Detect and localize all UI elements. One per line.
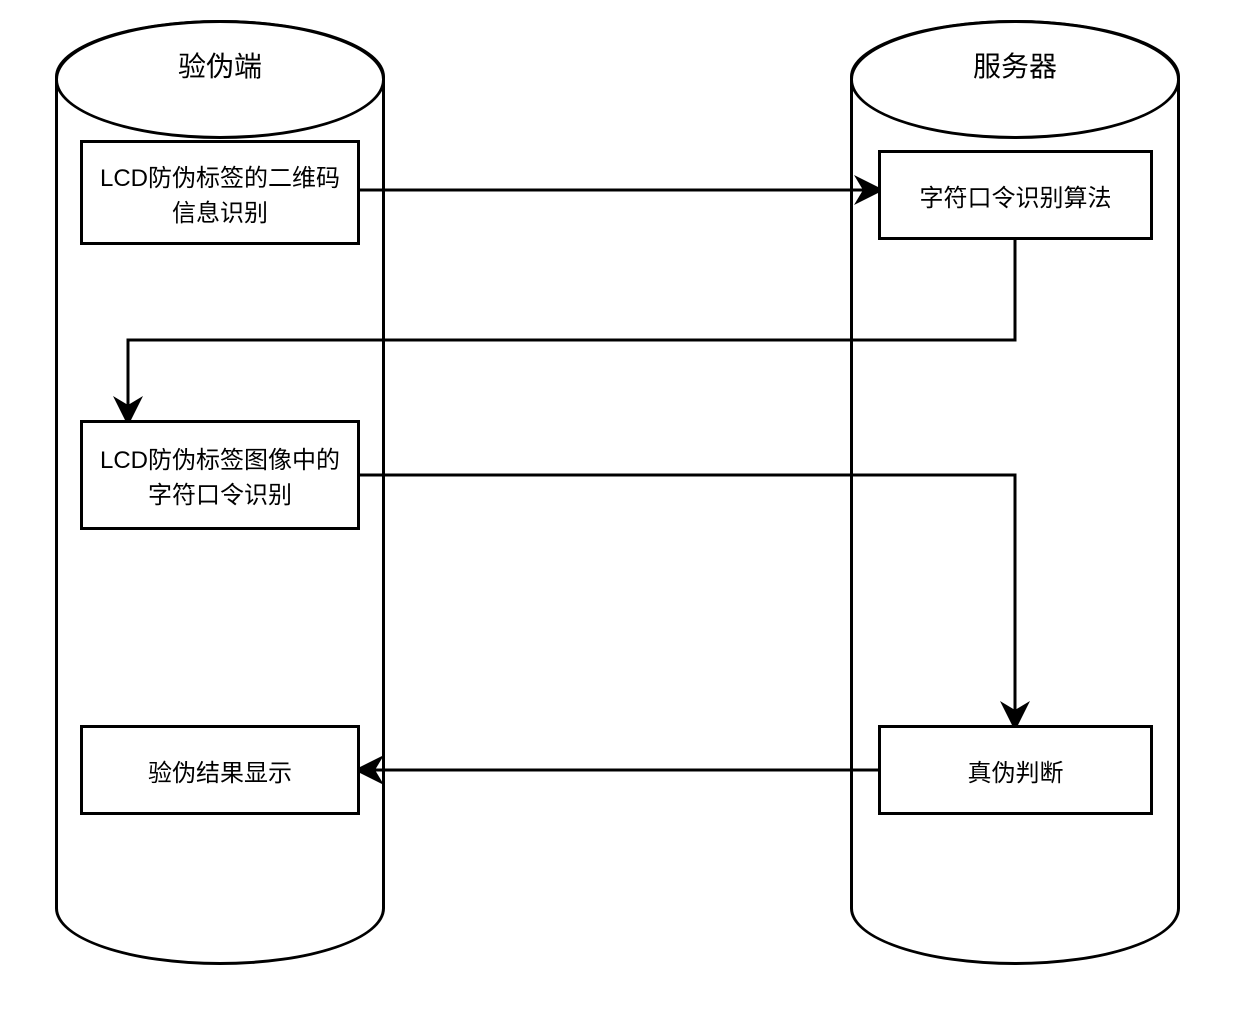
cylinder-right-label: 服务器 xyxy=(853,45,1177,85)
box-result-display-label: 验伪结果显示 xyxy=(148,753,292,788)
box-qr-recognition: LCD防伪标签的二维码信息识别 xyxy=(80,140,360,245)
box-authenticity-judge-label: 真伪判断 xyxy=(968,753,1064,788)
diagram-canvas: 验伪端 服务器 LCD防伪标签的二维码信息识别 字符口令识别算法 LCD防伪标签… xyxy=(0,0,1240,1035)
box-result-display: 验伪结果显示 xyxy=(80,725,360,815)
box-char-recognition: LCD防伪标签图像中的字符口令识别 xyxy=(80,420,360,530)
box-char-recognition-label: LCD防伪标签图像中的字符口令识别 xyxy=(93,440,347,510)
box-qr-recognition-label: LCD防伪标签的二维码信息识别 xyxy=(93,158,347,228)
cylinder-left-label: 验伪端 xyxy=(58,45,382,85)
box-char-algorithm: 字符口令识别算法 xyxy=(878,150,1153,240)
box-authenticity-judge: 真伪判断 xyxy=(878,725,1153,815)
box-char-algorithm-label: 字符口令识别算法 xyxy=(920,178,1112,213)
